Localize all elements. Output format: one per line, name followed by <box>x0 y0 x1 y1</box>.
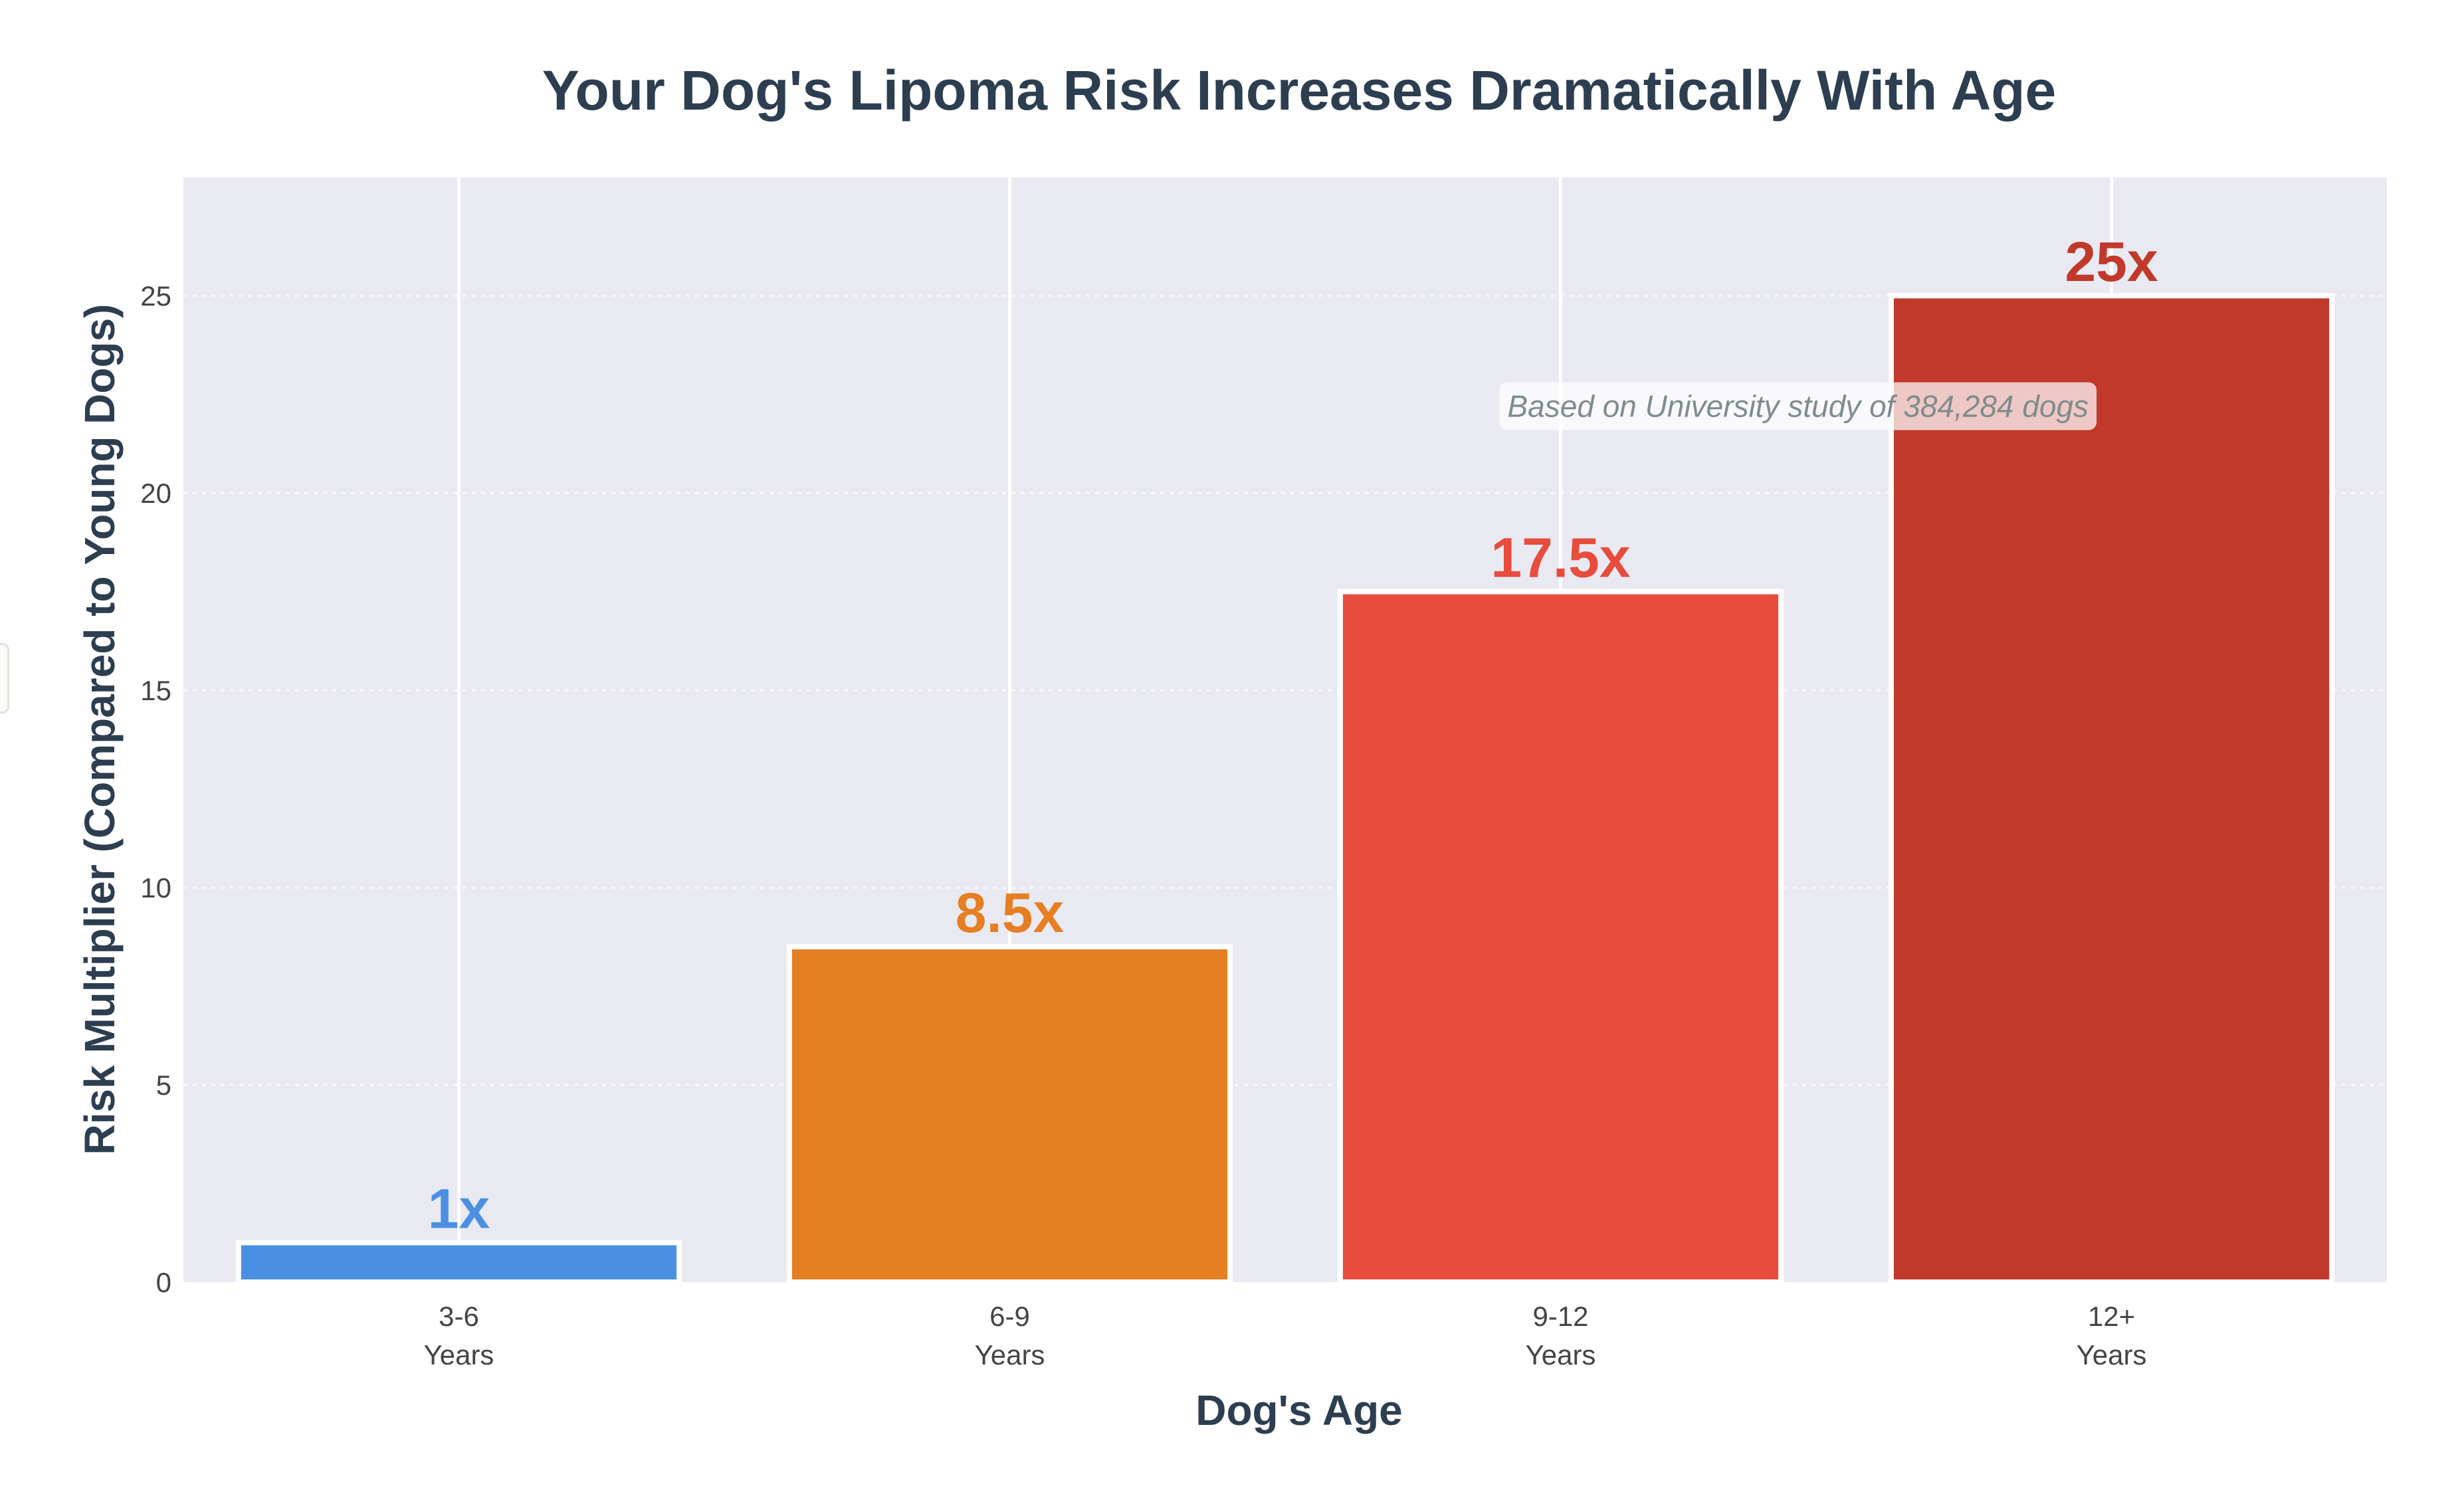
bar-value-label: 8.5x <box>956 882 1065 944</box>
y-tick-labels: 0 5 10 15 20 25 <box>140 280 171 1298</box>
chart-title: Your Dog's Lipoma Risk Increases Dramati… <box>542 59 2057 122</box>
bar <box>786 944 1233 1285</box>
x-tick-label-line: 6-9 <box>989 1301 1030 1332</box>
bar-value-label: 25x <box>2065 231 2158 293</box>
x-tick-label: 6-9 Years <box>975 1301 1045 1370</box>
annotation: Based on University study of 384,284 dog… <box>1499 382 2097 430</box>
x-tick-label: 12+ Years <box>2077 1301 2147 1370</box>
x-tick-labels: 3-6 Years 6-9 Years 9-12 Years 12+ Years <box>424 1301 2147 1370</box>
bar-labels: 1x 8.5x 17.5x 25x <box>428 231 2158 1240</box>
x-tick-label-line: Years <box>424 1339 494 1370</box>
x-tick-label-line: Years <box>1526 1339 1596 1370</box>
y-tick-label: 5 <box>156 1070 171 1101</box>
x-tick-label: 3-6 Years <box>424 1301 494 1370</box>
x-axis-title: Dog's Age <box>1195 1386 1403 1434</box>
bar-value-label: 17.5x <box>1490 527 1630 589</box>
bar-value-label: 1x <box>428 1178 490 1240</box>
x-tick-label-line: 12+ <box>2088 1301 2135 1332</box>
x-tick-label-line: Years <box>975 1339 1045 1370</box>
annotation-text: Based on University study of 384,284 dog… <box>1508 389 2089 423</box>
y-tick-label: 15 <box>140 675 171 706</box>
y-tick-label: 0 <box>156 1267 171 1298</box>
x-tick-label-line: 3-6 <box>439 1301 479 1332</box>
y-tick-label: 20 <box>140 478 171 509</box>
bars <box>235 293 2335 1285</box>
bar <box>235 1240 682 1285</box>
y-tick-label: 25 <box>140 280 171 312</box>
y-axis-title: Risk Multiplier (Compared to Young Dogs) <box>76 304 124 1155</box>
x-tick-label-line: Years <box>2077 1339 2147 1370</box>
bar <box>1888 293 2335 1285</box>
edge-tab <box>0 643 9 713</box>
annotation-box <box>1499 382 2097 430</box>
x-tick-label-line: 9-12 <box>1532 1301 1588 1332</box>
x-tick-label: 9-12 Years <box>1526 1301 1596 1370</box>
y-tick-label: 10 <box>140 872 171 903</box>
bar <box>1337 589 1784 1285</box>
